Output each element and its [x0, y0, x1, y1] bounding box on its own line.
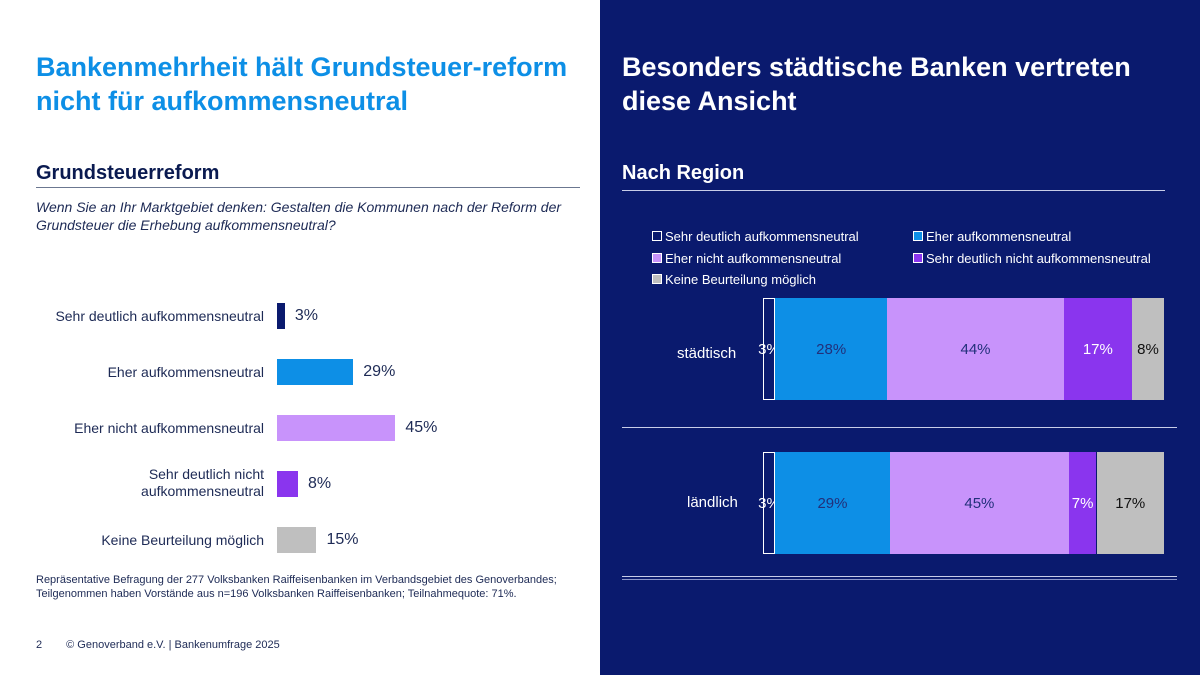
- legend-item: Keine Beurteilung möglich: [652, 272, 816, 287]
- bar-category-label: Eher nicht aufkommensneutral: [74, 420, 264, 436]
- region-label: städtisch: [677, 345, 737, 362]
- bar-value-label: 29%: [363, 363, 396, 380]
- bar-value-label: 15%: [326, 531, 359, 548]
- legend-label: Eher nicht aufkommensneutral: [665, 251, 842, 266]
- bar: [277, 471, 299, 497]
- region-separator: [622, 579, 1177, 580]
- legend-swatch: [652, 253, 662, 263]
- legend-item: Eher aufkommensneutral: [913, 229, 1071, 244]
- region-separator: [622, 576, 1177, 577]
- bar-value-label: 3%: [294, 307, 318, 324]
- segment-value-label: 44%: [960, 341, 991, 358]
- footer-text: © Genoverband e.V. | Bankenumfrage 2025: [66, 639, 280, 651]
- bar: [277, 527, 317, 553]
- segment-value-label: 29%: [817, 495, 848, 512]
- left-panel: Bankenmehrheit hält Grundsteuer-reform n…: [36, 52, 580, 651]
- stack-segment: [775, 298, 888, 400]
- bar: [277, 359, 354, 385]
- bar-category-label: Keine Beurteilung möglich: [101, 532, 264, 548]
- legend-item: Sehr deutlich aufkommensneutral: [652, 229, 859, 244]
- stack-segment: [1068, 452, 1097, 554]
- legend-swatch: [652, 231, 662, 241]
- bar-value-label: 8%: [308, 475, 332, 492]
- region-label: ländlich: [687, 494, 738, 511]
- footer: 2 © Genoverband e.V. | Bankenumfrage 2025: [36, 639, 280, 651]
- bar: [277, 303, 285, 329]
- legend-label: Eher aufkommensneutral: [926, 229, 1072, 244]
- segment-value-label: 3%: [758, 341, 780, 358]
- legend-swatch: [913, 253, 923, 263]
- stack-segment: [890, 452, 1069, 554]
- stack-segment: [763, 298, 776, 400]
- left-subtitle: Grundsteuerreform: [36, 162, 220, 184]
- stack-segment: [1131, 298, 1164, 400]
- segment-value-label: 7%: [1071, 495, 1094, 512]
- survey-question: Wenn Sie an Ihr Marktgebiet denken: Gest…: [36, 199, 562, 233]
- right-divider: [622, 190, 1165, 191]
- right-subtitle: Nach Region: [622, 162, 745, 184]
- stack-segment: [887, 298, 1064, 400]
- bar-category-label: Eher aufkommensneutral: [107, 364, 264, 380]
- segment-value-label: 28%: [816, 341, 847, 358]
- stack-segment: [1063, 298, 1132, 400]
- legend-item: Sehr deutlich nicht aufkommensneutral: [913, 251, 1151, 266]
- legend-label: Sehr deutlich nicht aufkommensneutral: [926, 251, 1151, 266]
- segment-value-label: 45%: [964, 495, 995, 512]
- stack-segment: [774, 452, 891, 554]
- region-separator: [622, 427, 1177, 428]
- stack-segment: [763, 452, 775, 554]
- legend-item: Eher nicht aufkommensneutral: [652, 251, 841, 266]
- right-title: Besonders städtische Banken vertreten di…: [622, 52, 1131, 116]
- footnote: Repräsentative Befragung der 277 Volksba…: [36, 574, 557, 600]
- stack-segment: [1096, 452, 1164, 554]
- segment-value-label: 17%: [1082, 341, 1113, 358]
- left-divider: [36, 187, 580, 188]
- legend-label: Sehr deutlich aufkommensneutral: [665, 229, 859, 244]
- page-number: 2: [36, 639, 43, 651]
- segment-value-label: 17%: [1115, 495, 1146, 512]
- right-panel: Besonders städtische Banken vertreten di…: [600, 0, 1200, 675]
- bar-category-label: Sehr deutlich nicht aufkommensneutral: [141, 466, 264, 499]
- bar-value-label: 45%: [405, 419, 438, 436]
- segment-value-label: 8%: [1137, 341, 1159, 358]
- segment-value-label: 3%: [758, 495, 780, 512]
- bar-category-label: Sehr deutlich aufkommensneutral: [55, 308, 264, 324]
- left-title: Bankenmehrheit hält Grundsteuer-reform n…: [36, 52, 568, 116]
- bar: [277, 415, 396, 441]
- legend-swatch: [652, 274, 662, 284]
- legend-swatch: [913, 231, 923, 241]
- legend-label: Keine Beurteilung möglich: [665, 272, 817, 287]
